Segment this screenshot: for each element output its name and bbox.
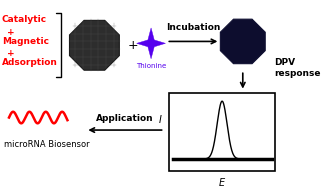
Text: DPV: DPV — [274, 58, 296, 67]
Text: Thionine: Thionine — [136, 63, 166, 69]
Text: microRNA Biosensor: microRNA Biosensor — [5, 140, 90, 149]
Polygon shape — [69, 20, 119, 70]
Text: Application: Application — [96, 114, 154, 123]
Text: +: + — [128, 39, 138, 52]
Text: +: + — [7, 28, 15, 37]
Text: Catalytic: Catalytic — [2, 15, 47, 24]
Text: Magnetic: Magnetic — [2, 37, 49, 46]
Text: response: response — [274, 69, 321, 78]
Text: I: I — [159, 115, 162, 125]
Text: +: + — [7, 49, 15, 58]
Text: Adsorption: Adsorption — [2, 58, 58, 67]
Polygon shape — [137, 28, 165, 59]
Text: Incubation: Incubation — [166, 23, 221, 32]
Polygon shape — [220, 19, 265, 64]
Bar — [169, 93, 275, 170]
Text: E: E — [219, 178, 225, 188]
